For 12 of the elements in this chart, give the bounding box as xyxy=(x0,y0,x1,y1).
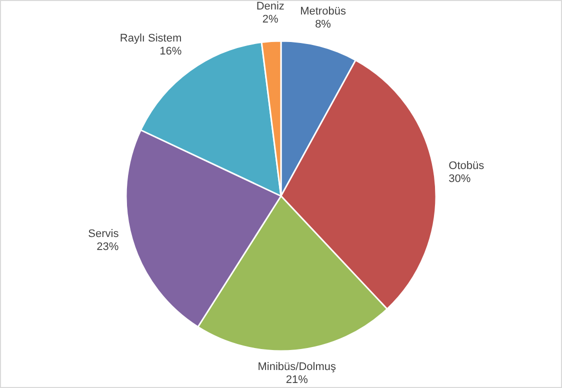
slice-label: Minibüs/Dolmuş xyxy=(258,361,337,374)
slice-label: Servis xyxy=(88,228,120,240)
data-label: 23% xyxy=(96,241,119,254)
data-label: 21% xyxy=(286,374,308,386)
slice-label: Raylı Sistem xyxy=(120,32,182,44)
slice-label: Deniz xyxy=(256,0,284,12)
slice-label: Otobüs xyxy=(448,160,485,172)
data-label: 30% xyxy=(448,172,471,185)
slice-label: Metrobüs xyxy=(300,5,346,18)
data-label: 16% xyxy=(160,45,182,58)
data-label: 8% xyxy=(315,18,332,30)
data-label: 2% xyxy=(262,13,279,26)
